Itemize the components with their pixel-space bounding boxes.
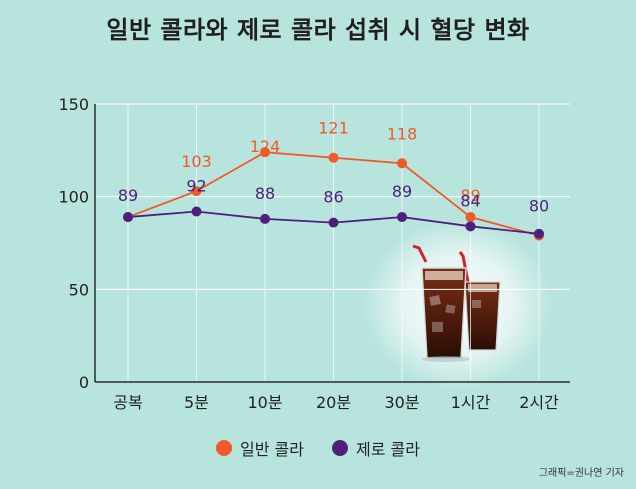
data-label-series-1: 80 [529,197,549,216]
data-point-series-0 [397,158,407,169]
legend-item-regular-cola: 일반 콜라 [216,436,304,460]
data-point-series-1 [465,221,476,232]
data-label-series-0: 124 [250,137,281,156]
data-label-series-0: 118 [387,124,418,143]
y-tick-label: 0 [79,373,89,392]
data-point-series-1 [397,212,407,223]
x-tick-label: 10분 [247,393,282,412]
x-tick-label: 5분 [184,393,209,412]
data-label-series-1: 89 [118,186,138,205]
data-point-series-1 [260,213,270,224]
data-label-series-1: 92 [186,176,206,195]
data-point-series-0 [260,147,270,158]
data-point-series-1 [123,212,133,223]
data-point-series-0 [328,152,339,163]
data-point-series-0 [191,186,202,197]
legend-marker-zero-cola [332,440,348,456]
legend-label-regular-cola: 일반 콜라 [240,440,304,459]
x-tick-label: 20분 [316,393,351,412]
chart-title: 일반 콜라와 제로 콜라 섭취 시 혈당 변화 [106,16,530,44]
x-tick-label: 공복 [113,393,142,412]
graphic-credit: 그래픽=권나연 기자 [538,468,624,479]
data-point-series-1 [328,217,339,228]
data-point-series-1 [534,228,544,239]
data-label-series-0: 103 [181,152,212,171]
data-label-series-0: 121 [318,119,349,138]
x-tick-label: 1시간 [451,393,491,412]
x-tick-label: 2시간 [519,393,559,412]
data-point-series-0 [465,212,476,223]
y-tick-label: 100 [58,188,89,207]
data-label-series-1: 88 [255,184,275,203]
data-label-series-1: 89 [392,182,412,201]
cola-glasses-illustration [363,220,553,390]
legend-label-zero-cola: 제로 콜라 [356,440,420,459]
y-tick-label: 50 [69,280,89,299]
legend-item-zero-cola: 제로 콜라 [332,436,420,460]
data-label-series-1: 86 [323,188,343,207]
legend: 일반 콜라 제로 콜라 [0,436,636,460]
data-label-series-0: 89 [460,186,480,205]
legend-marker-regular-cola [216,440,233,456]
x-tick-label: 30분 [384,393,419,412]
y-tick-label: 150 [58,95,89,114]
data-label-series-1: 84 [460,191,480,210]
data-point-series-1 [191,206,202,217]
